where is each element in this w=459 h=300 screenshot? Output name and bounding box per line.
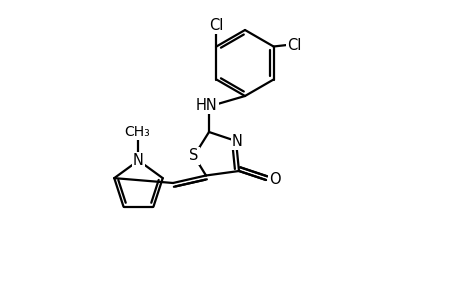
Text: O: O bbox=[269, 172, 280, 187]
Text: Cl: Cl bbox=[287, 38, 301, 52]
Text: N: N bbox=[133, 153, 144, 168]
Text: S: S bbox=[189, 148, 198, 164]
Text: N: N bbox=[231, 134, 242, 148]
Text: HN: HN bbox=[195, 98, 217, 112]
Text: CH₃: CH₃ bbox=[124, 125, 150, 139]
Text: Cl: Cl bbox=[209, 18, 223, 33]
